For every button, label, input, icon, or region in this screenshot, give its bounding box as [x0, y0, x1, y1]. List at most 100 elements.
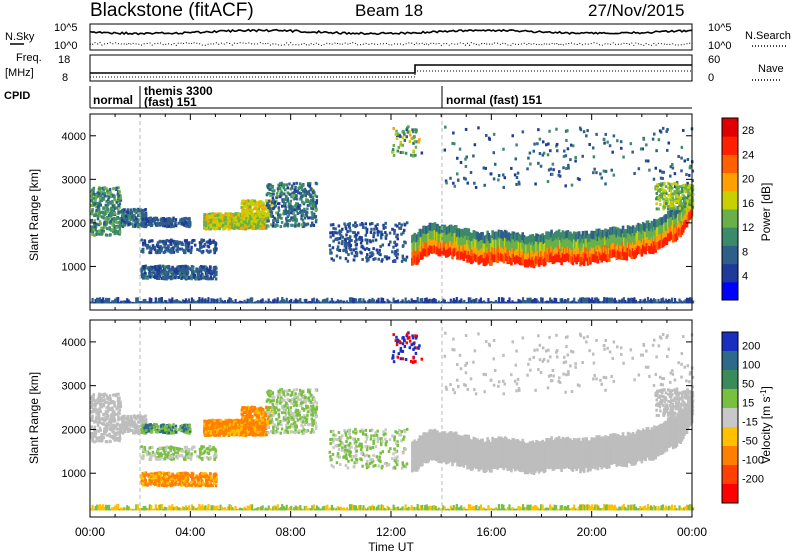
power-cell [146, 217, 150, 221]
power-cell [203, 213, 206, 217]
power-cell [140, 269, 143, 273]
power-cell [200, 250, 203, 254]
power-cell [348, 240, 351, 244]
power-cell [260, 204, 263, 208]
power-cell [678, 185, 682, 189]
power-cell [240, 202, 244, 206]
power-cell [160, 247, 163, 251]
power-cell [345, 249, 348, 253]
power-cell [158, 251, 162, 255]
power-cell [253, 220, 257, 224]
power-cell [279, 195, 282, 199]
power-cell [208, 239, 212, 243]
power-cell [141, 213, 145, 217]
power-cell [306, 222, 310, 226]
power-cell [608, 144, 612, 148]
power-cell [380, 259, 384, 263]
power-cell [344, 257, 348, 261]
power-cell [110, 207, 113, 211]
power-cell [555, 142, 559, 146]
power-cell [581, 154, 584, 158]
power-cell [371, 239, 375, 243]
power-cell [354, 221, 357, 225]
power-cell [253, 199, 256, 203]
power-cell [132, 218, 135, 222]
power-cell [90, 209, 94, 213]
power-cell [511, 134, 514, 138]
power-cell [291, 184, 294, 188]
power-cell [364, 222, 368, 226]
power-cell [682, 128, 685, 132]
power-cell [108, 226, 111, 230]
power-cell [199, 242, 202, 246]
power-cell [266, 211, 270, 215]
power-cell [359, 223, 362, 227]
power-cell [497, 174, 501, 178]
power-cell [222, 214, 225, 218]
power-cell [255, 202, 259, 206]
power-cell [180, 217, 184, 221]
power-cell [242, 213, 246, 217]
power-cell [134, 223, 137, 227]
power-cell [592, 155, 596, 159]
power-cell [343, 222, 346, 226]
power-cell [181, 219, 185, 223]
power-cell [210, 217, 213, 221]
power-cell [339, 256, 342, 260]
power-cell [285, 219, 289, 223]
power-cell [303, 207, 306, 211]
power-cell [148, 272, 152, 276]
power-cell [214, 277, 218, 281]
power-cell [106, 210, 109, 214]
power-cell [300, 187, 304, 191]
power-cell [91, 232, 94, 236]
power-cell [152, 269, 156, 273]
power-cell [485, 257, 488, 266]
power-cell [112, 207, 115, 211]
power-cell [146, 220, 150, 224]
power-cell [115, 221, 119, 225]
power-cell [177, 242, 180, 246]
power-cell [286, 199, 289, 203]
power-cell [234, 224, 237, 228]
power-cell [658, 189, 662, 193]
power-cell [346, 223, 350, 227]
power-cell [193, 238, 196, 242]
power-cell [502, 185, 505, 189]
power-cell [184, 243, 187, 247]
power-cell [381, 258, 384, 262]
power-cell [247, 206, 251, 210]
power-cell [200, 272, 204, 276]
power-cell [267, 206, 270, 210]
power-cell [391, 149, 395, 153]
power-cell [92, 196, 95, 200]
power-cell [244, 208, 248, 212]
power-cell [569, 158, 572, 162]
power-cell [243, 199, 247, 203]
power-cell [542, 151, 546, 155]
power-cell [157, 275, 160, 279]
power-cell [141, 208, 145, 212]
power-cell [158, 249, 161, 253]
power-cell [466, 254, 469, 263]
power-cell [675, 181, 679, 185]
power-cell [558, 174, 562, 178]
power-cell [574, 156, 577, 160]
power-cell [186, 265, 190, 269]
power-cell [631, 150, 634, 154]
power-cell [212, 239, 215, 243]
power-cell [677, 199, 680, 203]
power-cell [314, 215, 318, 219]
power-cell [158, 239, 162, 243]
power-cell [140, 238, 143, 242]
power-cell [109, 219, 112, 223]
power-cell [169, 277, 173, 281]
noise-left-tick-top: 10^5 [54, 22, 78, 34]
power-cell [673, 172, 677, 176]
power-cell [140, 267, 143, 271]
power-cell [492, 177, 496, 181]
power-cell [393, 229, 396, 233]
power-cell [266, 201, 269, 205]
power-cell [579, 128, 583, 132]
power-cell [355, 254, 359, 258]
